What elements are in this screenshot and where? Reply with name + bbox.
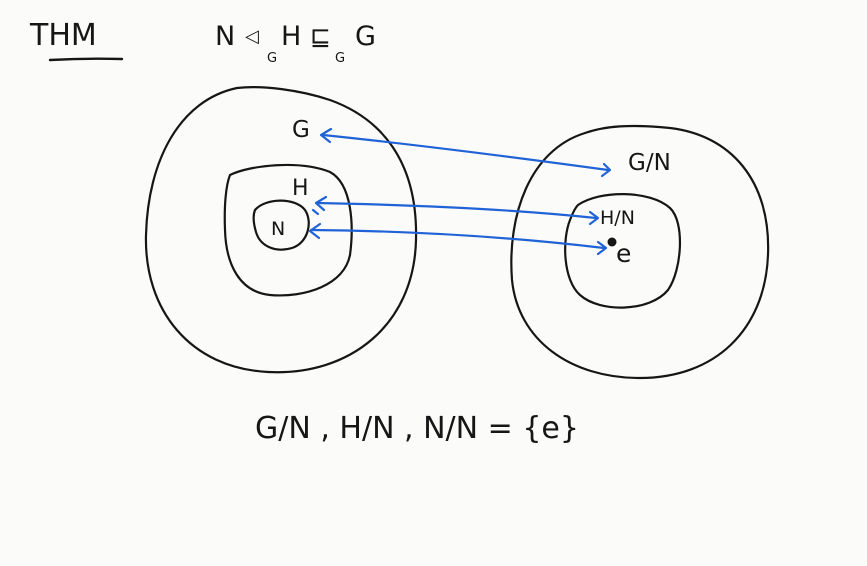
title-underline [48, 57, 124, 62]
left-group-diagram: G H N [144, 86, 418, 374]
arrow-h-to-h-mod-n [315, 201, 598, 220]
statement-subgroup-symbol: ⊑ [310, 22, 331, 51]
statement-n: N [215, 21, 235, 52]
label-n: N [271, 218, 285, 240]
label-g-mod-n: G/N [628, 150, 671, 176]
correspondence-arrows [308, 127, 612, 256]
middle-circle-h [223, 163, 353, 297]
theorem-title: THM [29, 18, 97, 53]
inner-circle-n [252, 199, 310, 251]
arrowhead-h-left [314, 195, 328, 212]
theorem-statement: N ◁ G H ⊑ G G [215, 21, 376, 66]
arrow-g-to-g-mod-n [321, 133, 610, 172]
label-h: H [292, 176, 309, 201]
arrowhead-g-left [319, 127, 333, 144]
statement-subgroup-subscript: G [335, 51, 345, 66]
statement-normal-subscript: G [267, 51, 277, 66]
arrowhead-h-right [588, 210, 600, 226]
label-h-mod-n: H/N [600, 207, 635, 229]
arrow-h-tail-mark [311, 208, 320, 216]
middle-circle-h-mod-n [564, 193, 681, 309]
arrowhead-g-right [600, 162, 612, 178]
statement-normal-symbol: ◁ [245, 26, 259, 47]
quotient-equation: G/N , H/N , N/N = {e} [255, 411, 579, 446]
label-g: G [292, 117, 310, 143]
outer-circle-g [144, 86, 418, 374]
arrowhead-n-left [308, 222, 322, 240]
arrow-n-to-identity [309, 228, 606, 250]
theorem-heading: THM [29, 18, 124, 62]
statement-g: G [355, 21, 376, 52]
label-identity-e: e [616, 239, 631, 268]
arrowhead-n-right [596, 240, 608, 256]
right-quotient-diagram: G/N H/N e [510, 124, 770, 380]
outer-circle-g-mod-n [510, 124, 770, 380]
identity-dot [607, 237, 617, 247]
statement-h: H [281, 21, 301, 52]
